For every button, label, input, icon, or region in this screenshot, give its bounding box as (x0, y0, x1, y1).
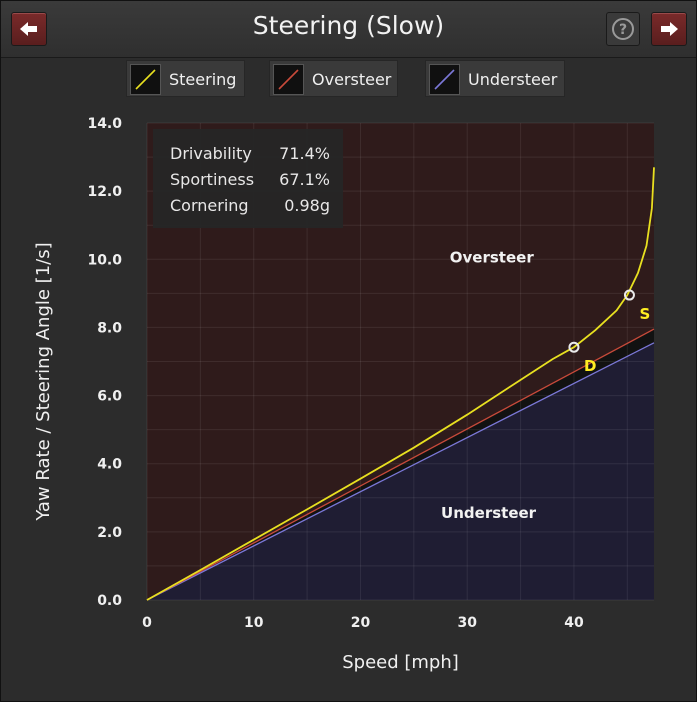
window-title: Steering (Slow) (252, 11, 445, 40)
help-icon: ? (612, 18, 634, 40)
stat-value: 67.1% (279, 170, 330, 189)
stat-row-cornering: Cornering 0.98g (170, 196, 330, 218)
legend-swatch-understeer (429, 64, 460, 95)
marker-d (568, 341, 580, 353)
stat-value: 0.98g (284, 196, 330, 215)
title-bar: Steering (Slow) ? (1, 1, 696, 58)
legend-oversteer[interactable]: Oversteer (269, 60, 398, 97)
marker-label-d: D (584, 357, 596, 375)
legend-understeer[interactable]: Understeer (425, 60, 565, 97)
x-tick-label: 30 (457, 615, 477, 631)
series-line-steering (146, 167, 655, 601)
y-tick-label: 12.0 (87, 184, 122, 200)
svg-text:?: ? (619, 22, 627, 38)
stat-value: 71.4% (279, 144, 330, 163)
marker-s (623, 289, 635, 301)
legend-label-oversteer: Oversteer (312, 70, 392, 89)
stat-name: Drivability (170, 144, 252, 163)
understeer-region-label: Understeer (441, 504, 537, 522)
x-tick-label: 0 (142, 615, 152, 631)
oversteer-region (147, 123, 654, 600)
y-axis-title: Yaw Rate / Steering Angle [1/s] (33, 242, 54, 521)
arrow-right-icon (661, 22, 678, 36)
oversteer-region-label: Oversteer (450, 249, 535, 267)
x-tick-label: 10 (244, 615, 264, 631)
legend-swatch-steering (130, 64, 161, 95)
stats-panel: Drivability 71.4% Sportiness 67.1% Corne… (153, 129, 343, 228)
y-tick-label: 14.0 (87, 116, 122, 132)
arrow-left-icon (20, 22, 37, 36)
x-axis-title: Speed [mph] (342, 652, 459, 673)
x-tick-label: 20 (351, 615, 371, 631)
y-tick-label: 10.0 (87, 252, 122, 268)
stat-row-sportiness: Sportiness 67.1% (170, 170, 330, 192)
y-tick-label: 0.0 (97, 593, 122, 609)
next-button[interactable] (651, 12, 687, 46)
back-button[interactable] (11, 12, 47, 46)
stat-name: Cornering (170, 196, 249, 215)
stat-name: Sportiness (170, 170, 255, 189)
stat-row-drivability: Drivability 71.4% (170, 144, 330, 166)
y-tick-label: 2.0 (97, 525, 122, 541)
legend-label-steering: Steering (169, 70, 237, 89)
series-line-oversteer (146, 328, 655, 601)
y-tick-label: 8.0 (97, 320, 122, 336)
x-tick-label: 40 (564, 615, 584, 631)
y-tick-label: 6.0 (97, 389, 122, 405)
series-line-understeer (146, 342, 655, 601)
y-tick-label: 4.0 (97, 457, 122, 473)
legend-label-understeer: Understeer (468, 70, 558, 89)
legend-steering[interactable]: Steering (126, 60, 245, 97)
help-button[interactable]: ? (606, 12, 640, 46)
gridlines (146, 122, 654, 601)
legend-swatch-oversteer (273, 64, 304, 95)
marker-label-s: S (639, 305, 650, 323)
